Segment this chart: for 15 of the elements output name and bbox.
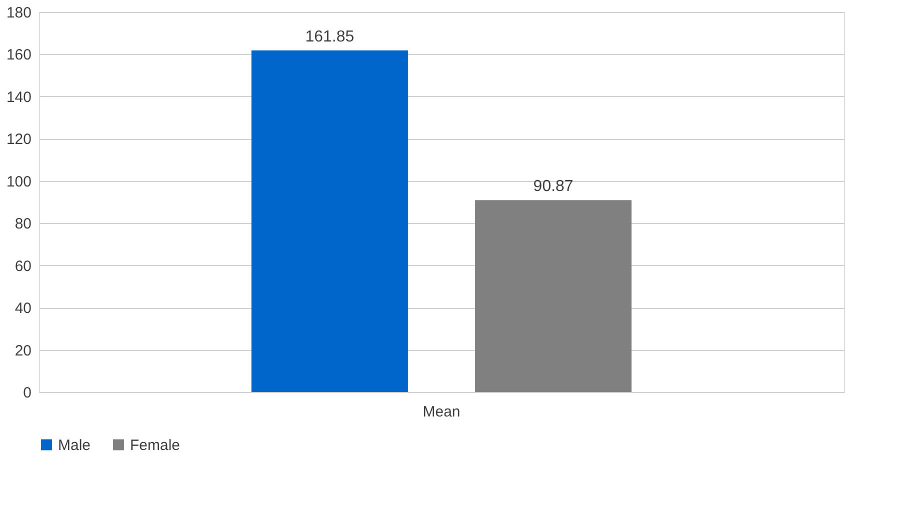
y-tick-label: 20 — [14, 342, 32, 360]
y-tick-label: 180 — [6, 4, 32, 22]
y-tick-label: 100 — [6, 173, 32, 190]
y-tick-label: 60 — [14, 258, 32, 275]
y-tick-label: 120 — [6, 131, 32, 148]
y-tick-label: 40 — [14, 300, 32, 318]
legend-label: Male — [58, 436, 91, 454]
y-tick-label: 160 — [6, 46, 32, 64]
y-tick-label: 80 — [14, 216, 32, 233]
x-tick-label: Mean — [422, 404, 460, 420]
data-label: 161.85 — [305, 28, 354, 46]
data-label: 90.87 — [533, 178, 574, 196]
y-tick-label: 0 — [23, 384, 32, 402]
y-tick-label: 140 — [6, 88, 32, 106]
legend-label: Female — [130, 436, 180, 454]
